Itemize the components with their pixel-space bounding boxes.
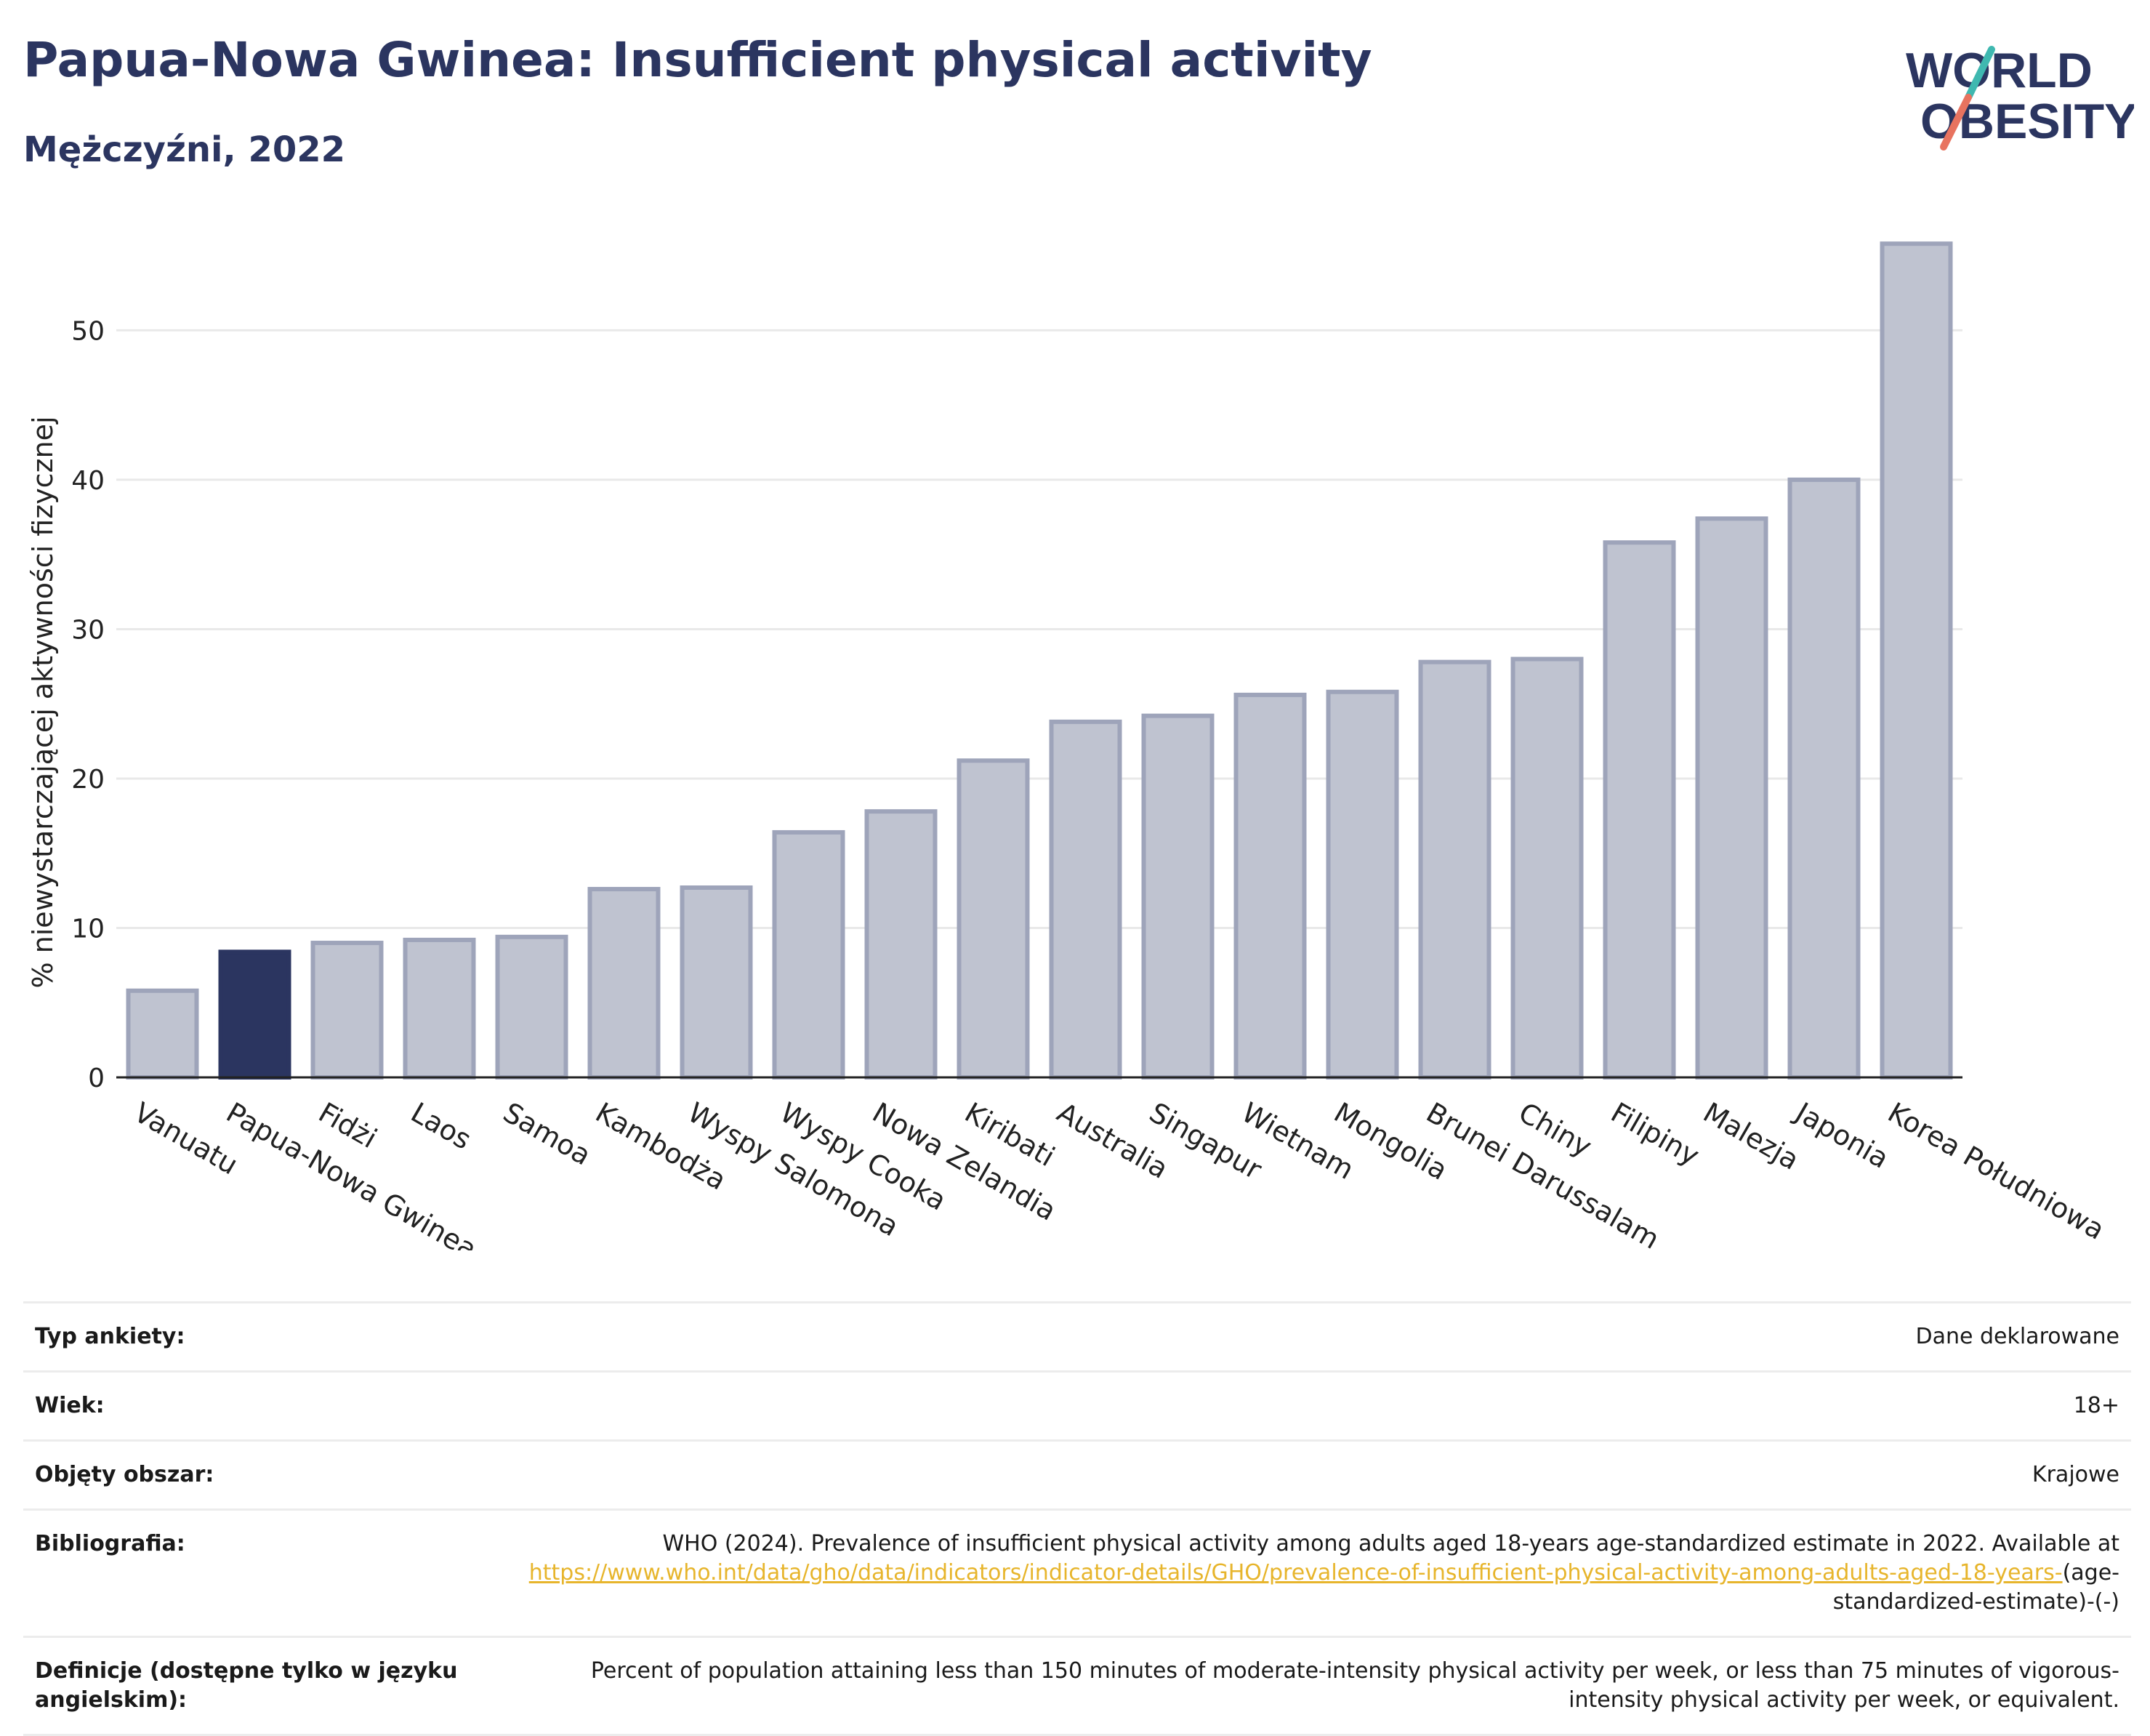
grid-lines bbox=[116, 329, 1962, 929]
bar-laos bbox=[403, 937, 476, 1080]
bar-japonia bbox=[1787, 477, 1861, 1080]
definition-label: Definicje (dostępne tylko w języku angie… bbox=[23, 1636, 512, 1736]
definition-value: Percent of population attaining less tha… bbox=[512, 1636, 2131, 1736]
bar-malezja bbox=[1695, 516, 1768, 1080]
meta-label: Objęty obszar: bbox=[23, 1439, 512, 1510]
y-axis-label: % niewystarczającej aktywności fizycznej bbox=[27, 416, 59, 988]
bibliography-label: Bibliografia: bbox=[23, 1508, 512, 1637]
bar-filipiny bbox=[1603, 540, 1676, 1080]
bar-wyspy-cooka bbox=[772, 829, 845, 1080]
bar-australia bbox=[1049, 719, 1122, 1080]
meta-row-bibliography: Bibliografia: WHO (2024). Prevalence of … bbox=[23, 1508, 2131, 1637]
meta-value: Krajowe bbox=[512, 1439, 2131, 1510]
bar-wietnam bbox=[1233, 692, 1307, 1080]
y-tick-label: 30 bbox=[71, 615, 105, 645]
x-tick-label: Malezja bbox=[1698, 1096, 1805, 1176]
logo-text-world: WORLD bbox=[1906, 43, 2093, 98]
y-tick-label: 0 bbox=[88, 1064, 105, 1093]
bars bbox=[126, 241, 1953, 1080]
meta-row-age: Wiek: 18+ bbox=[23, 1370, 2131, 1441]
y-tick-label: 40 bbox=[71, 466, 105, 496]
x-tick-label: Japonia bbox=[1789, 1096, 1894, 1175]
y-tick-label: 20 bbox=[71, 765, 105, 795]
meta-row-survey: Typ ankiety: Dane deklarowane bbox=[23, 1301, 2131, 1372]
metadata-table: Typ ankiety: Dane deklarowane Wiek: 18+ … bbox=[23, 1301, 2131, 1736]
world-obesity-logo: WORLD OBESITY bbox=[1906, 43, 2134, 150]
bar-korea-południowa bbox=[1880, 241, 1953, 1080]
meta-row-definition: Definicje (dostępne tylko w języku angie… bbox=[23, 1636, 2131, 1736]
bar-fidżi bbox=[310, 941, 384, 1080]
meta-row-coverage: Objęty obszar: Krajowe bbox=[23, 1439, 2131, 1510]
logo-slash-coral bbox=[1940, 94, 1972, 150]
bar-chiny bbox=[1510, 656, 1584, 1080]
x-tick-label: Vanuatu bbox=[129, 1096, 243, 1181]
bibliography-value: WHO (2024). Prevalence of insufficient p… bbox=[512, 1508, 2131, 1637]
bar-wyspy-salomona bbox=[680, 885, 753, 1080]
bar-kiribati bbox=[957, 758, 1030, 1080]
meta-label: Typ ankiety: bbox=[23, 1301, 512, 1372]
bar-mongolia bbox=[1326, 689, 1399, 1080]
logo-slash-teal bbox=[1965, 46, 1995, 101]
x-tick-label: Korea Południowa bbox=[1883, 1096, 2110, 1246]
bibliography-text: WHO (2024). Prevalence of insufficient p… bbox=[662, 1531, 2119, 1556]
bar-samoa bbox=[495, 934, 568, 1080]
bar-nowa-zelandia bbox=[864, 809, 938, 1080]
page-subtitle: Mężczyźni, 2022 bbox=[23, 129, 346, 170]
page-title: Papua-Nowa Gwinea: Insufficient physical… bbox=[23, 32, 1372, 88]
x-tick-label: Filipiny bbox=[1606, 1096, 1704, 1172]
bar-singapur bbox=[1141, 713, 1215, 1080]
meta-value: Dane deklarowane bbox=[512, 1301, 2131, 1372]
x-tick-label: Laos bbox=[406, 1096, 477, 1156]
meta-value: 18+ bbox=[512, 1370, 2131, 1441]
meta-label: Wiek: bbox=[23, 1370, 512, 1441]
y-tick-label: 50 bbox=[71, 316, 105, 346]
x-tick-label: Samoa bbox=[498, 1096, 596, 1172]
bibliography-link[interactable]: https://www.who.int/data/gho/data/indica… bbox=[528, 1560, 2063, 1586]
bar-kambodża bbox=[587, 887, 661, 1080]
y-tick-label: 10 bbox=[71, 914, 105, 944]
bar-brunei-darussalam bbox=[1418, 659, 1491, 1080]
bar-papua-nowa-gwinea bbox=[218, 949, 291, 1080]
bar-vanuatu bbox=[126, 988, 199, 1080]
bibliography-suffix: (age-standardized-estimate)-(-) bbox=[1832, 1560, 2119, 1615]
y-axis-ticks: 0 10 20 30 40 50 bbox=[71, 316, 105, 1093]
